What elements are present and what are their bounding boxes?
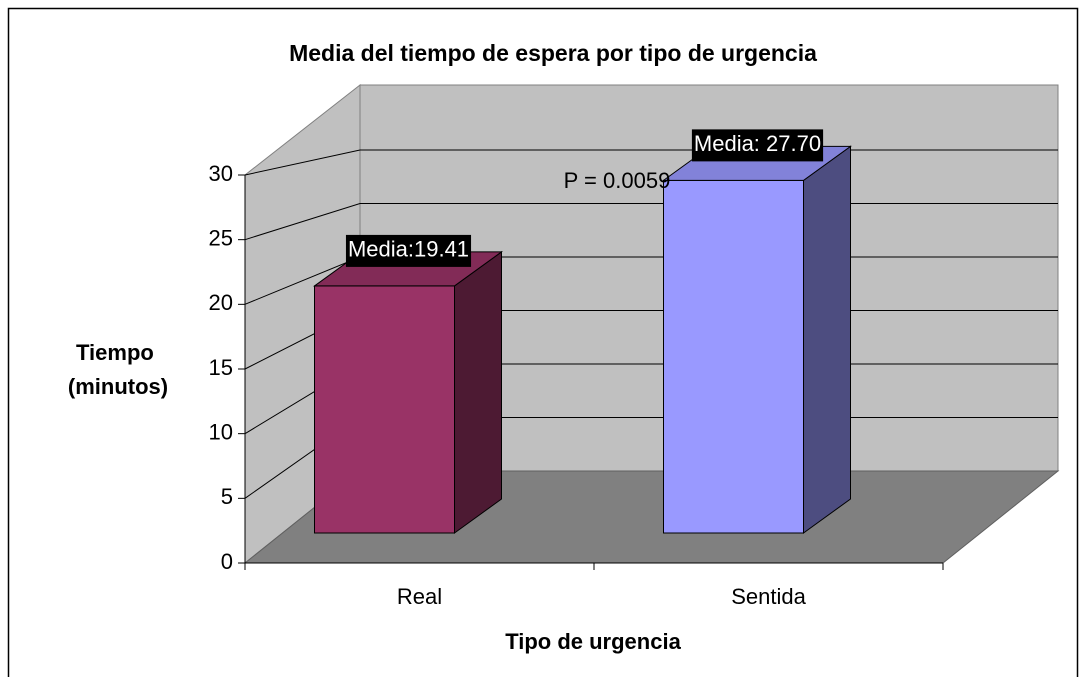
y-tick-label: 10: [209, 419, 233, 444]
y-tick-label: 30: [209, 161, 233, 186]
value-label-box: [691, 129, 824, 162]
bar-front: [314, 285, 455, 534]
x-tick-label: Sentida: [731, 584, 806, 609]
value-label: Media: 27.70: [694, 131, 821, 156]
y-tick-label: 15: [209, 355, 233, 380]
y-axis-title: Tiempo (minutos): [68, 340, 168, 399]
y-axis-title-line: Tiempo: [76, 340, 154, 365]
x-axis-title: Tipo de urgencia: [505, 629, 681, 654]
y-tick-label: 5: [221, 484, 233, 509]
value-label-box: [345, 234, 472, 267]
bar-side: [454, 250, 502, 534]
bar-front: [663, 179, 804, 534]
bars: Media:19.41 Media: 27.70: [312, 129, 853, 534]
value-label: Media:19.41: [348, 237, 469, 262]
y-tick-label: 20: [209, 290, 233, 315]
y-tick-label: 0: [221, 549, 233, 574]
chart-title: Media del tiempo de espera por tipo de u…: [289, 40, 817, 66]
bar-side: [803, 145, 851, 534]
x-tick-label: Real: [397, 584, 442, 609]
y-axis-title-line: (minutos): [68, 374, 168, 399]
annotation: P = 0.0059: [564, 168, 671, 193]
y-tick-label: 25: [209, 225, 233, 250]
